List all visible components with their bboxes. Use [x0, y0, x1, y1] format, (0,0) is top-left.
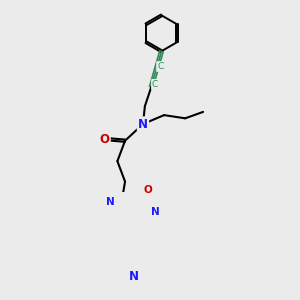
Text: N: N [106, 197, 115, 207]
Text: N: N [129, 270, 139, 283]
Text: O: O [100, 133, 110, 146]
Text: N: N [138, 118, 148, 130]
Text: N: N [151, 207, 159, 217]
Text: C: C [157, 62, 164, 71]
Text: O: O [143, 185, 152, 195]
Text: C: C [152, 80, 158, 89]
